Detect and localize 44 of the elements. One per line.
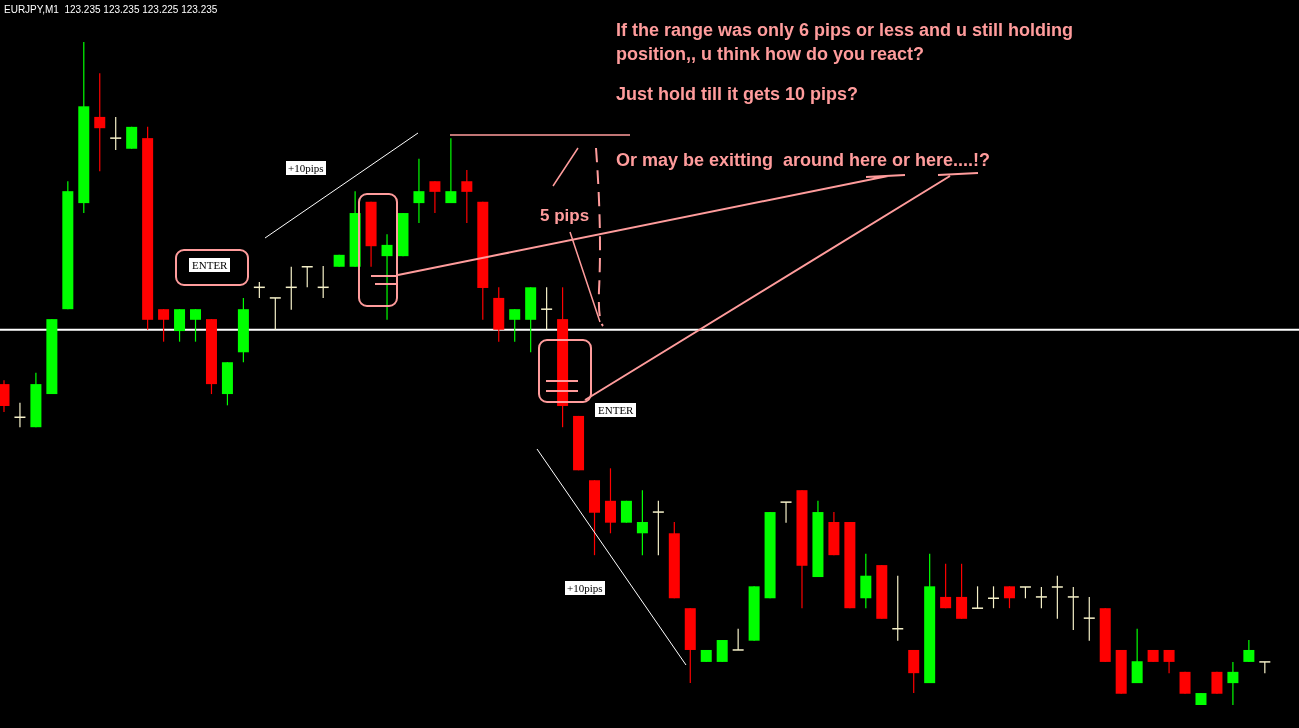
candlestick [908,649,920,694]
candlestick [1051,575,1063,620]
candlestick [1243,639,1255,663]
candlestick [269,297,281,331]
candlestick [892,575,904,642]
candlestick [636,489,648,556]
candlestick [1067,586,1079,631]
candlestick [429,180,441,214]
candlestick [158,308,170,343]
annotation: If the range was only 6 pips or less and u still holding position,, u think how do you react? [616,19,1075,66]
candlestick [780,501,792,524]
candlestick [0,379,10,413]
candlestick [301,266,313,288]
candlestick [413,158,425,224]
annotation: 5 pips [540,206,590,226]
candlestick [972,585,984,609]
annotation: +10pips [286,161,326,175]
candlestick [541,286,553,331]
candlestick [956,563,968,620]
candlestick [716,639,728,663]
annotation: +10pips [565,581,605,595]
candlestick [381,233,393,321]
candlestick [1083,596,1095,642]
candlestick [940,563,952,609]
candlestick [445,137,457,204]
annotation: Just hold till it gets 10 pips? [616,84,859,105]
candlestick [94,72,106,172]
candlestick [110,116,122,151]
candlestick [1003,585,1015,609]
annotation: ENTER [189,258,231,272]
annotation: Or may be exitting around here or here....!? [616,150,991,171]
candlestick [1227,661,1239,706]
chart-title: EURJPY,M1 123.235 123.235 123.225 123.235 [4,4,218,15]
candlestick [174,308,186,343]
candlestick [1035,586,1047,609]
candlestick [604,467,616,534]
candlestick [461,169,473,224]
candlestick [1131,628,1143,684]
annotation: ENTER [595,403,637,417]
candlestick [860,553,872,609]
candlestick [652,500,664,556]
candlestick [732,628,744,651]
candlestick [509,308,521,343]
candlestick [190,308,202,343]
